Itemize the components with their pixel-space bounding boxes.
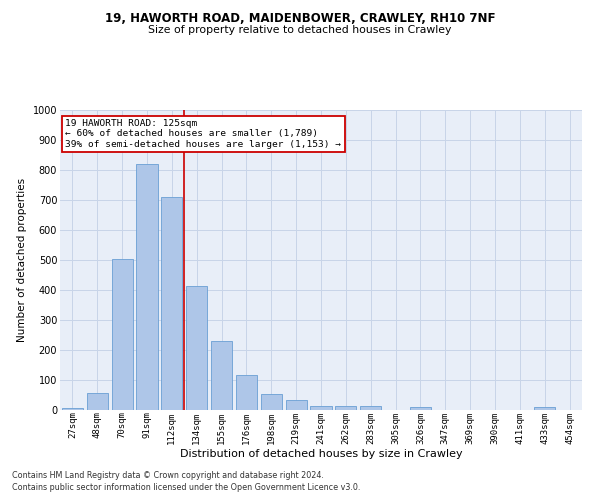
Bar [62,408,83,410]
Text: 19, HAWORTH ROAD, MAIDENBOWER, CRAWLEY, RH10 7NF: 19, HAWORTH ROAD, MAIDENBOWER, CRAWLEY, … [105,12,495,26]
Bar [310,406,332,410]
Bar [161,197,182,410]
Bar [261,394,282,410]
Text: 19 HAWORTH ROAD: 125sqm
← 60% of detached houses are smaller (1,789)
39% of semi: 19 HAWORTH ROAD: 125sqm ← 60% of detache… [65,119,341,149]
Bar [335,406,356,410]
Text: Size of property relative to detached houses in Crawley: Size of property relative to detached ho… [148,25,452,35]
X-axis label: Distribution of detached houses by size in Crawley: Distribution of detached houses by size … [179,449,463,459]
Bar [186,286,207,410]
Bar [360,406,381,410]
Text: Contains HM Land Registry data © Crown copyright and database right 2024.: Contains HM Land Registry data © Crown c… [12,471,324,480]
Bar [236,375,257,410]
Bar [136,164,158,410]
Y-axis label: Number of detached properties: Number of detached properties [17,178,27,342]
Bar [410,406,431,410]
Bar [87,393,108,410]
Bar [534,406,555,410]
Bar [286,400,307,410]
Bar [112,258,133,410]
Text: Contains public sector information licensed under the Open Government Licence v3: Contains public sector information licen… [12,484,361,492]
Bar [211,341,232,410]
